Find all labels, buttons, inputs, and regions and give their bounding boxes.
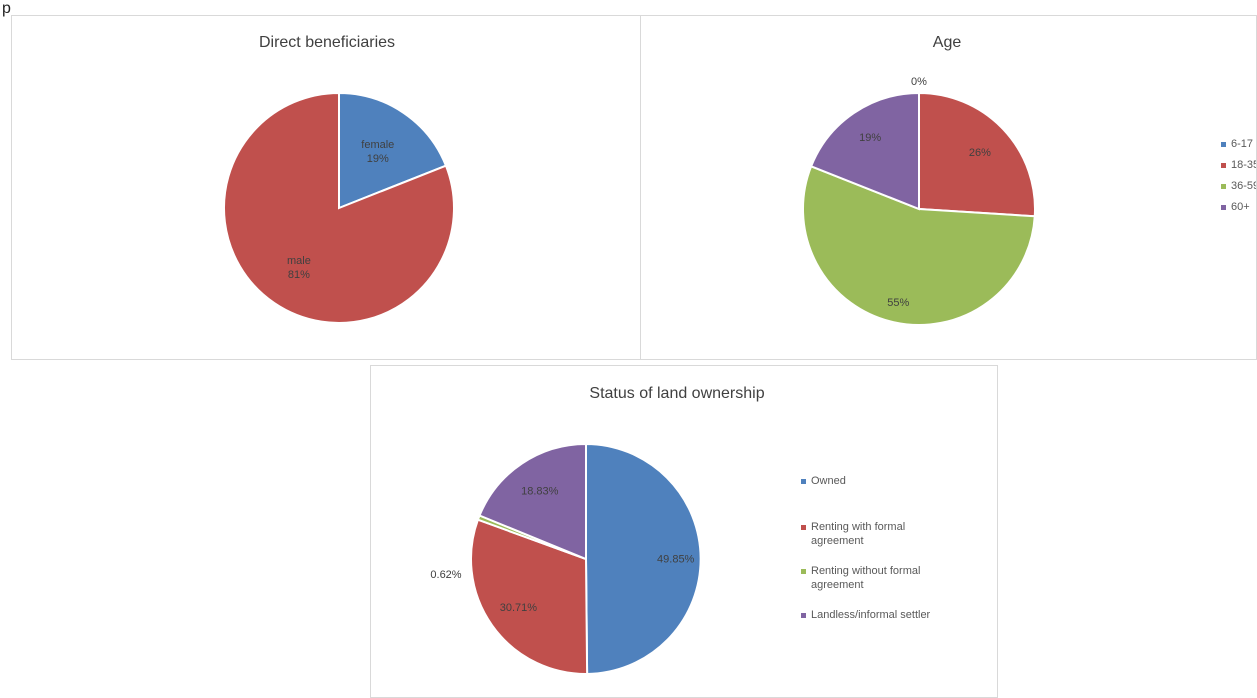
- pie-slice-18-35: [918, 91, 1036, 218]
- legend-item-renting-without-formal-agreement: Renting without formal agreement: [801, 565, 920, 591]
- page-text: p: [2, 0, 11, 17]
- data-label-6-17: 0%: [911, 76, 927, 88]
- data-label-renting-with-formal-agreement: 30.71%: [500, 602, 538, 614]
- legend-label-renting-with-formal-agreement: Renting with formal agreement: [811, 521, 905, 547]
- legend-label-landless-informal-settler: Landless/informal settler: [811, 609, 931, 621]
- legend-label-60: 60+: [1231, 201, 1250, 213]
- pie-slice-male: [223, 91, 455, 324]
- legend-label-renting-without-formal-agreement: Renting without formal agreement: [811, 565, 920, 591]
- chart-direct-beneficiaries: Direct beneficiaries female 19% male 81%: [11, 15, 641, 360]
- pie-slice-60: [809, 91, 920, 211]
- pie-chart-age: Age 0% 26% 55% 19% 6-17 18-35 36-59 60+: [802, 34, 1257, 326]
- legend-item-owned: Owned: [801, 475, 846, 487]
- legend-label-owned: Owned: [811, 475, 846, 487]
- pie-slices: 49.85% 30.71% 0.62% 18.83%: [430, 442, 702, 676]
- chart-title: Direct beneficiaries: [259, 34, 395, 51]
- chart-title: Age: [933, 34, 962, 51]
- legend-item-60: 60+: [1221, 201, 1250, 213]
- legend-label-6-17: 6-17: [1231, 138, 1253, 150]
- legend-swatch-6-17: [1221, 142, 1226, 147]
- legend-item-36-59: 36-59: [1221, 180, 1257, 192]
- legend-item-renting-with-formal-agreement: Renting with formal agreement: [801, 521, 905, 547]
- pie-slice-owned: [585, 442, 702, 676]
- pie-slices: female 19% male 81%: [223, 91, 455, 324]
- legend-swatch-renting-without-formal-agreement: [801, 569, 806, 574]
- legend-swatch-owned: [801, 479, 806, 484]
- data-label-renting-without-formal-agreement: 0.62%: [430, 569, 461, 581]
- data-label-36-59: 55%: [887, 297, 909, 309]
- data-label-female: female 19%: [361, 139, 394, 165]
- legend-swatch-60: [1221, 205, 1226, 210]
- data-label-male: male 81%: [287, 255, 311, 281]
- data-label-owned: 49.85%: [657, 554, 695, 566]
- legend-label-18-35: 18-35: [1231, 159, 1257, 171]
- chart-age: Age 0% 26% 55% 19% 6-17 18-35 36-59 60+: [640, 15, 1257, 360]
- pie-slice-landless-informal-settler: [478, 442, 587, 561]
- pie-slice-female: [338, 91, 448, 210]
- data-label-landless-informal-settler: 18.83%: [521, 485, 559, 497]
- legend-swatch-36-59: [1221, 184, 1226, 189]
- chart-title: Status of land ownership: [589, 385, 764, 402]
- chart-legend: Owned Renting with formal agreement Renting…: [801, 475, 931, 621]
- legend-swatch-renting-with-formal-agreement: [801, 525, 806, 530]
- legend-label-36-59: 36-59: [1231, 180, 1257, 192]
- pie-slice-renting-with-formal-agreement: [470, 518, 589, 675]
- pie-slice-36-59: [802, 165, 1036, 326]
- pie-chart-land-ownership: Status of land ownership 49.85% 30.71% 0.6…: [430, 385, 931, 676]
- chart-land-ownership: Status of land ownership 49.85% 30.71% 0.6…: [370, 365, 998, 698]
- pie-slices: 0% 26% 55% 19%: [802, 76, 1036, 326]
- legend-swatch-landless-informal-settler: [801, 613, 806, 618]
- pie-chart-direct-beneficiaries: Direct beneficiaries female 19% male 81%: [223, 34, 455, 324]
- legend-item-18-35: 18-35: [1221, 159, 1257, 171]
- legend-swatch-18-35: [1221, 163, 1226, 168]
- data-label-18-35: 26%: [969, 147, 991, 159]
- legend-item-landless-informal-settler: Landless/informal settler: [801, 609, 931, 621]
- legend-item-6-17: 6-17: [1221, 138, 1253, 150]
- data-label-60: 19%: [859, 132, 881, 144]
- chart-legend: 6-17 18-35 36-59 60+: [1221, 138, 1257, 213]
